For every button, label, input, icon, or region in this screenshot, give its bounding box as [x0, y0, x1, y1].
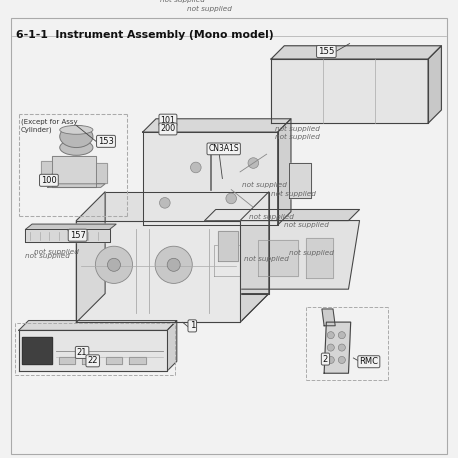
Polygon shape [143, 119, 291, 132]
Polygon shape [22, 337, 52, 365]
Polygon shape [19, 330, 167, 371]
Text: not supplied: not supplied [275, 125, 320, 131]
Polygon shape [428, 46, 442, 123]
Polygon shape [258, 240, 298, 276]
Circle shape [191, 162, 201, 173]
Circle shape [226, 193, 236, 204]
Text: not supplied: not supplied [249, 214, 294, 220]
Text: not supplied: not supplied [187, 6, 232, 12]
Text: Cylinder): Cylinder) [21, 127, 53, 133]
Text: 2: 2 [323, 354, 328, 364]
Text: 1: 1 [190, 322, 195, 330]
Text: RMC: RMC [360, 357, 378, 366]
Circle shape [95, 246, 132, 284]
Polygon shape [41, 161, 52, 183]
Circle shape [338, 332, 345, 339]
Polygon shape [322, 309, 335, 326]
Circle shape [327, 344, 334, 351]
Text: not supplied: not supplied [245, 256, 289, 262]
Text: not supplied: not supplied [284, 222, 329, 228]
Text: not supplied: not supplied [242, 182, 287, 188]
Polygon shape [205, 221, 360, 289]
Text: not supplied: not supplied [271, 191, 316, 197]
Text: 21: 21 [77, 348, 87, 357]
Circle shape [338, 344, 345, 351]
Polygon shape [105, 357, 122, 365]
Text: 155: 155 [318, 47, 335, 56]
Circle shape [155, 246, 192, 284]
Text: 101: 101 [160, 115, 175, 125]
Polygon shape [96, 163, 107, 183]
Polygon shape [76, 192, 105, 322]
Ellipse shape [60, 140, 93, 155]
Polygon shape [167, 321, 177, 371]
Text: not supplied: not supplied [26, 253, 71, 259]
Polygon shape [271, 59, 428, 123]
Ellipse shape [60, 125, 93, 147]
Polygon shape [289, 163, 311, 198]
Polygon shape [82, 357, 99, 365]
Polygon shape [129, 357, 146, 365]
Polygon shape [76, 294, 269, 322]
Polygon shape [205, 209, 360, 221]
Ellipse shape [60, 125, 93, 134]
Circle shape [108, 258, 120, 271]
Circle shape [159, 197, 170, 208]
Polygon shape [271, 46, 442, 59]
Polygon shape [76, 221, 240, 322]
Text: not supplied: not supplied [275, 134, 320, 141]
Polygon shape [48, 184, 105, 187]
Polygon shape [218, 231, 238, 261]
Text: not supplied: not supplied [34, 249, 79, 256]
Polygon shape [19, 321, 177, 330]
Text: 157: 157 [70, 231, 86, 240]
Circle shape [338, 356, 345, 364]
Polygon shape [240, 192, 269, 322]
Circle shape [248, 158, 259, 169]
Polygon shape [26, 224, 116, 229]
Text: not supplied: not supplied [289, 250, 333, 256]
Circle shape [327, 356, 334, 364]
Polygon shape [306, 238, 333, 278]
Text: (Except for Assy: (Except for Assy [21, 119, 78, 125]
Circle shape [167, 258, 180, 271]
Polygon shape [324, 322, 351, 373]
Text: 100: 100 [41, 176, 57, 185]
Polygon shape [278, 119, 291, 225]
Polygon shape [213, 245, 240, 276]
Text: CN3A1S: CN3A1S [208, 144, 239, 153]
Text: not supplied: not supplied [160, 0, 205, 3]
Polygon shape [26, 229, 109, 242]
Text: 153: 153 [98, 137, 114, 146]
Polygon shape [105, 192, 269, 294]
Text: 200: 200 [160, 125, 175, 133]
Polygon shape [52, 156, 96, 187]
Text: 6-1-1  Instrument Assembly (Mono model): 6-1-1 Instrument Assembly (Mono model) [16, 30, 273, 40]
Circle shape [327, 332, 334, 339]
Polygon shape [59, 357, 76, 365]
Text: 22: 22 [87, 356, 98, 365]
Polygon shape [143, 132, 278, 225]
